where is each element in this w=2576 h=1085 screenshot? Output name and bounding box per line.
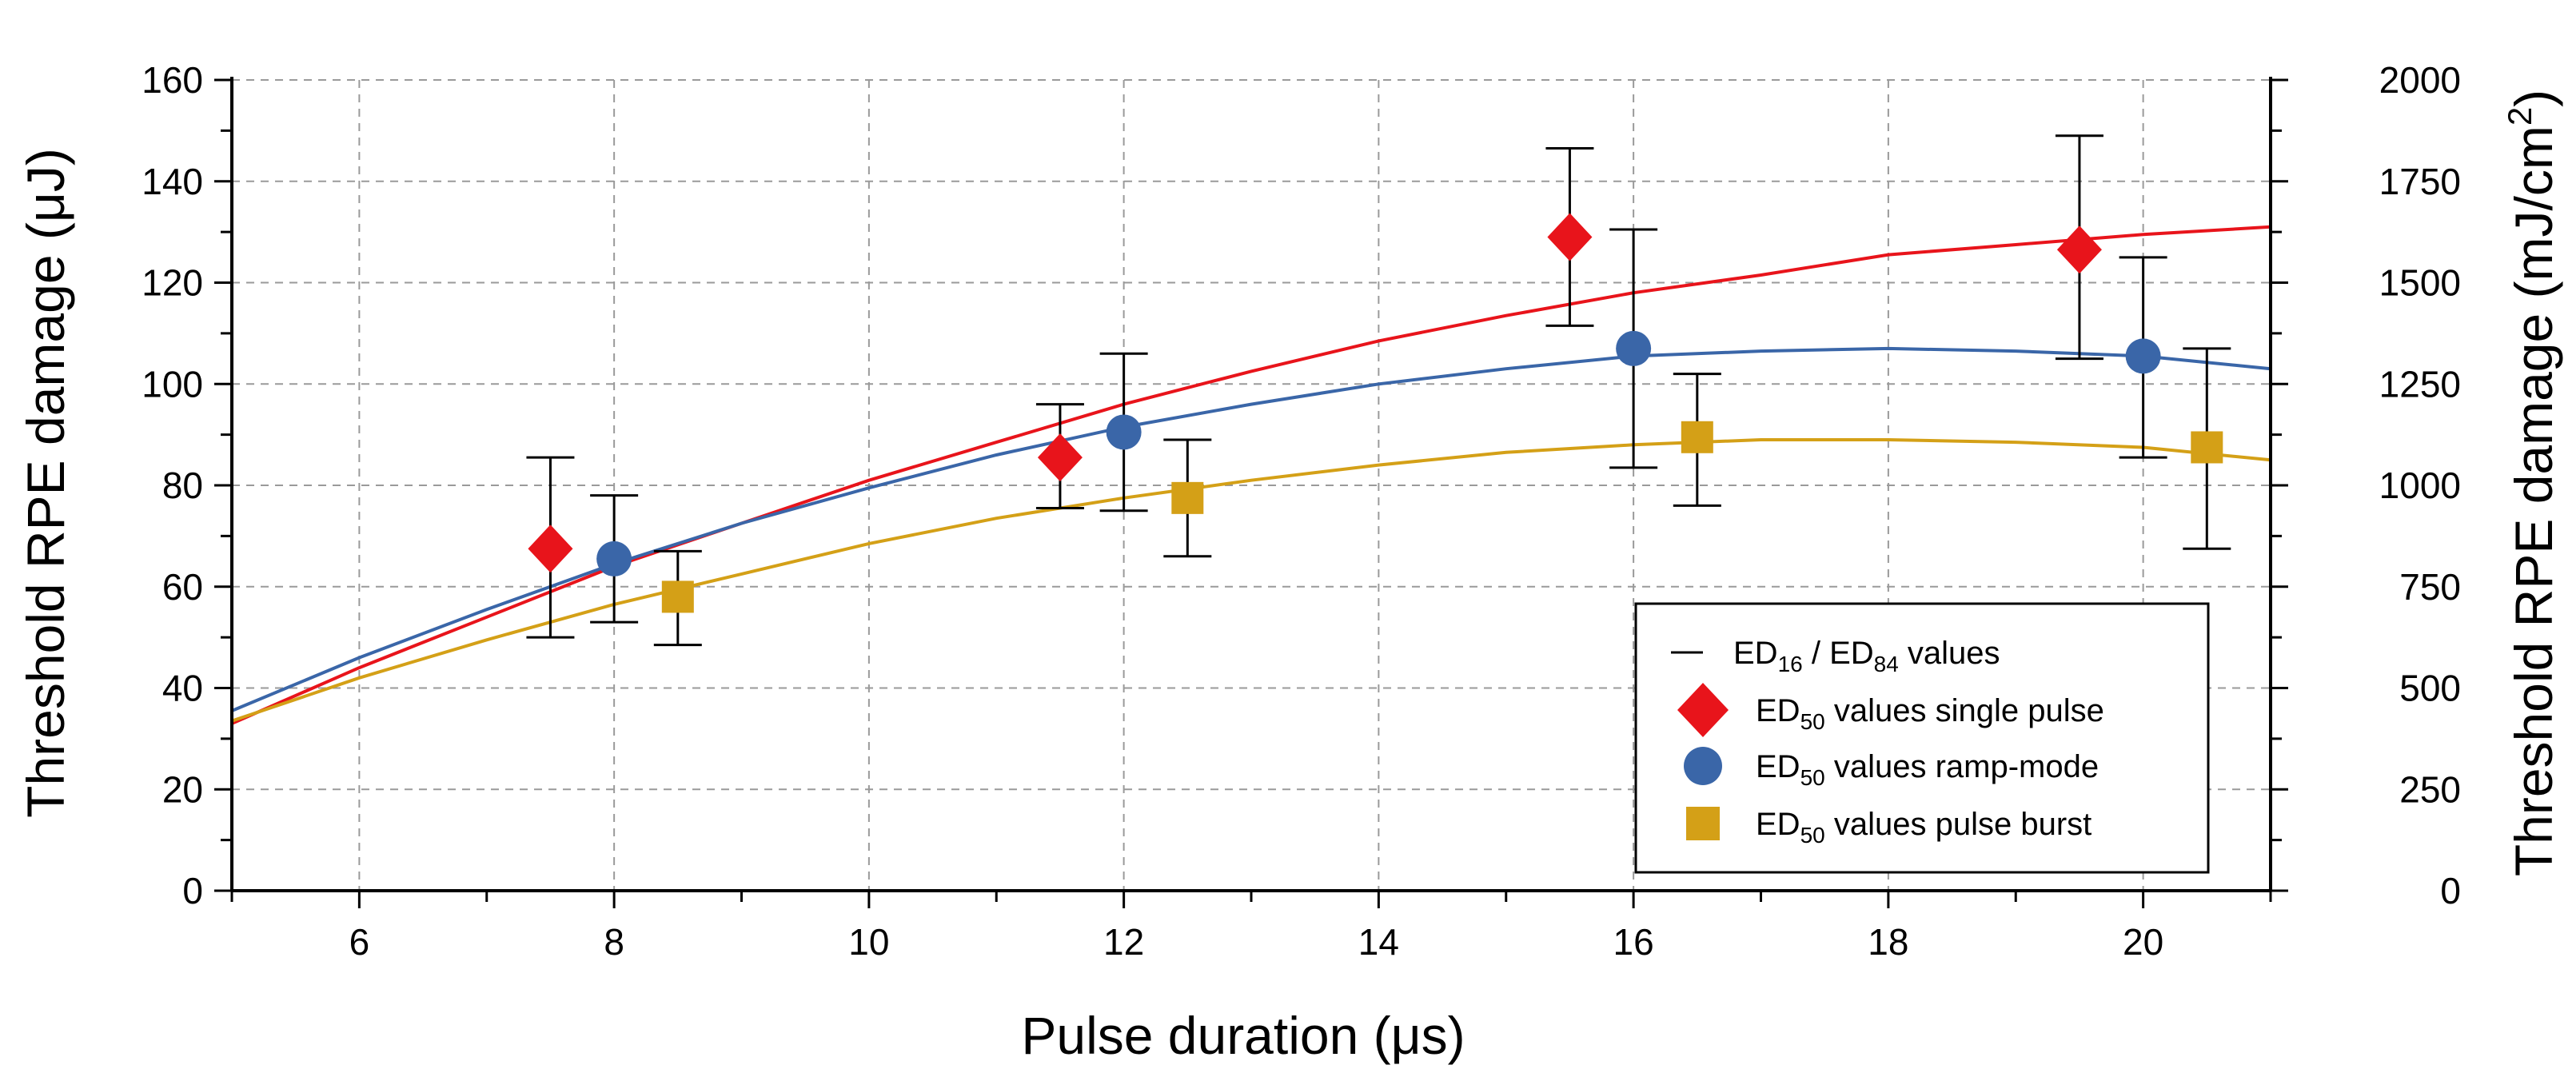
x-tick-label: 16 [1613,921,1654,963]
legend: ED16 / ED84 values ED50 values single pu… [1634,602,2210,874]
diamond-marker [2056,225,2102,274]
legend-label-errorbar: ED16 / ED84 values [1733,636,2000,676]
y-right-tick-label: 0 [2440,870,2461,911]
y-tick-label: 20 [162,768,203,810]
y-right-axis-title-close: ) [2504,90,2563,107]
y-right-tick-label: 1500 [2379,262,2461,304]
data-markers [528,213,2223,613]
legend-label-single-pulse: ED50 values single pulse [1756,693,2104,734]
y-tick-label: 80 [162,465,203,506]
x-tick-label: 6 [349,921,370,963]
fit-curve [231,225,2271,725]
legend-item-single-pulse: ED50 values single pulse [1677,683,2104,737]
square-marker [2191,431,2223,464]
legend-square-marker [1686,807,1720,840]
square-marker [1681,421,1713,453]
legend-circle-marker [1684,747,1722,785]
axes [214,77,2288,908]
legend-diamond-marker [1677,683,1729,737]
legend-label-pulse-burst: ED50 values pulse burst [1756,807,2092,848]
square-marker [661,580,694,613]
y-right-tick-label: 1750 [2379,161,2461,202]
circle-marker [1616,330,1652,366]
diamond-marker [1037,433,1083,482]
y-right-tick-label: 1000 [2379,465,2461,506]
square-marker [1171,481,1204,514]
y-tick-label: 40 [162,668,203,709]
y-tick-label: 140 [142,161,203,202]
x-tick-label: 8 [604,921,624,963]
circle-marker [2125,338,2161,374]
x-axis-title: Pulse duration (μs) [1021,1006,1465,1065]
y-tick-label: 120 [142,262,203,304]
legend-item-ramp-mode: ED50 values ramp-mode [1684,747,2099,790]
y-right-axis-title: Threshold RPE damage (mJ/cm2) [2501,90,2563,876]
x-tick-label: 20 [2123,921,2163,963]
fit-curve [231,438,2271,723]
y-right-tick-label: 500 [2399,668,2461,709]
circle-marker [1106,414,1142,450]
y-tick-label: 0 [182,870,203,911]
y-right-tick-label: 2000 [2379,59,2461,101]
y-axis-title: Threshold RPE damage (μJ) [16,148,75,818]
y-right-tick-label: 1250 [2379,363,2461,405]
y-right-axis-title-main: Threshold RPE damage (mJ/cm [2504,126,2563,876]
fit-curve [231,346,2271,712]
diamond-marker [528,525,573,573]
legend-item-pulse-burst: ED50 values pulse burst [1686,807,2092,848]
legend-item-errorbar: ED16 / ED84 values [1671,636,2000,676]
fit-curves [231,225,2271,725]
y-right-tick-label: 750 [2399,566,2461,608]
circle-marker [596,541,632,576]
diamond-marker [1547,213,1593,261]
y-tick-label: 100 [142,363,203,405]
legend-box [1634,602,2210,874]
tick-labels: 6 8 10 12 14 16 18 20 0 20 40 60 80 100 120 140 160 0 250 5… [142,59,2461,963]
y-tick-label: 160 [142,59,203,101]
y-tick-label: 60 [162,566,203,608]
legend-label-ramp-mode: ED50 values ramp-mode [1756,749,2099,790]
x-tick-label: 14 [1358,921,1399,963]
x-tick-label: 18 [1868,921,1908,963]
y-right-axis-title-sup: 2 [2501,107,2538,126]
y-right-tick-label: 250 [2399,768,2461,810]
x-tick-label: 12 [1103,921,1144,963]
x-tick-label: 10 [848,921,889,963]
